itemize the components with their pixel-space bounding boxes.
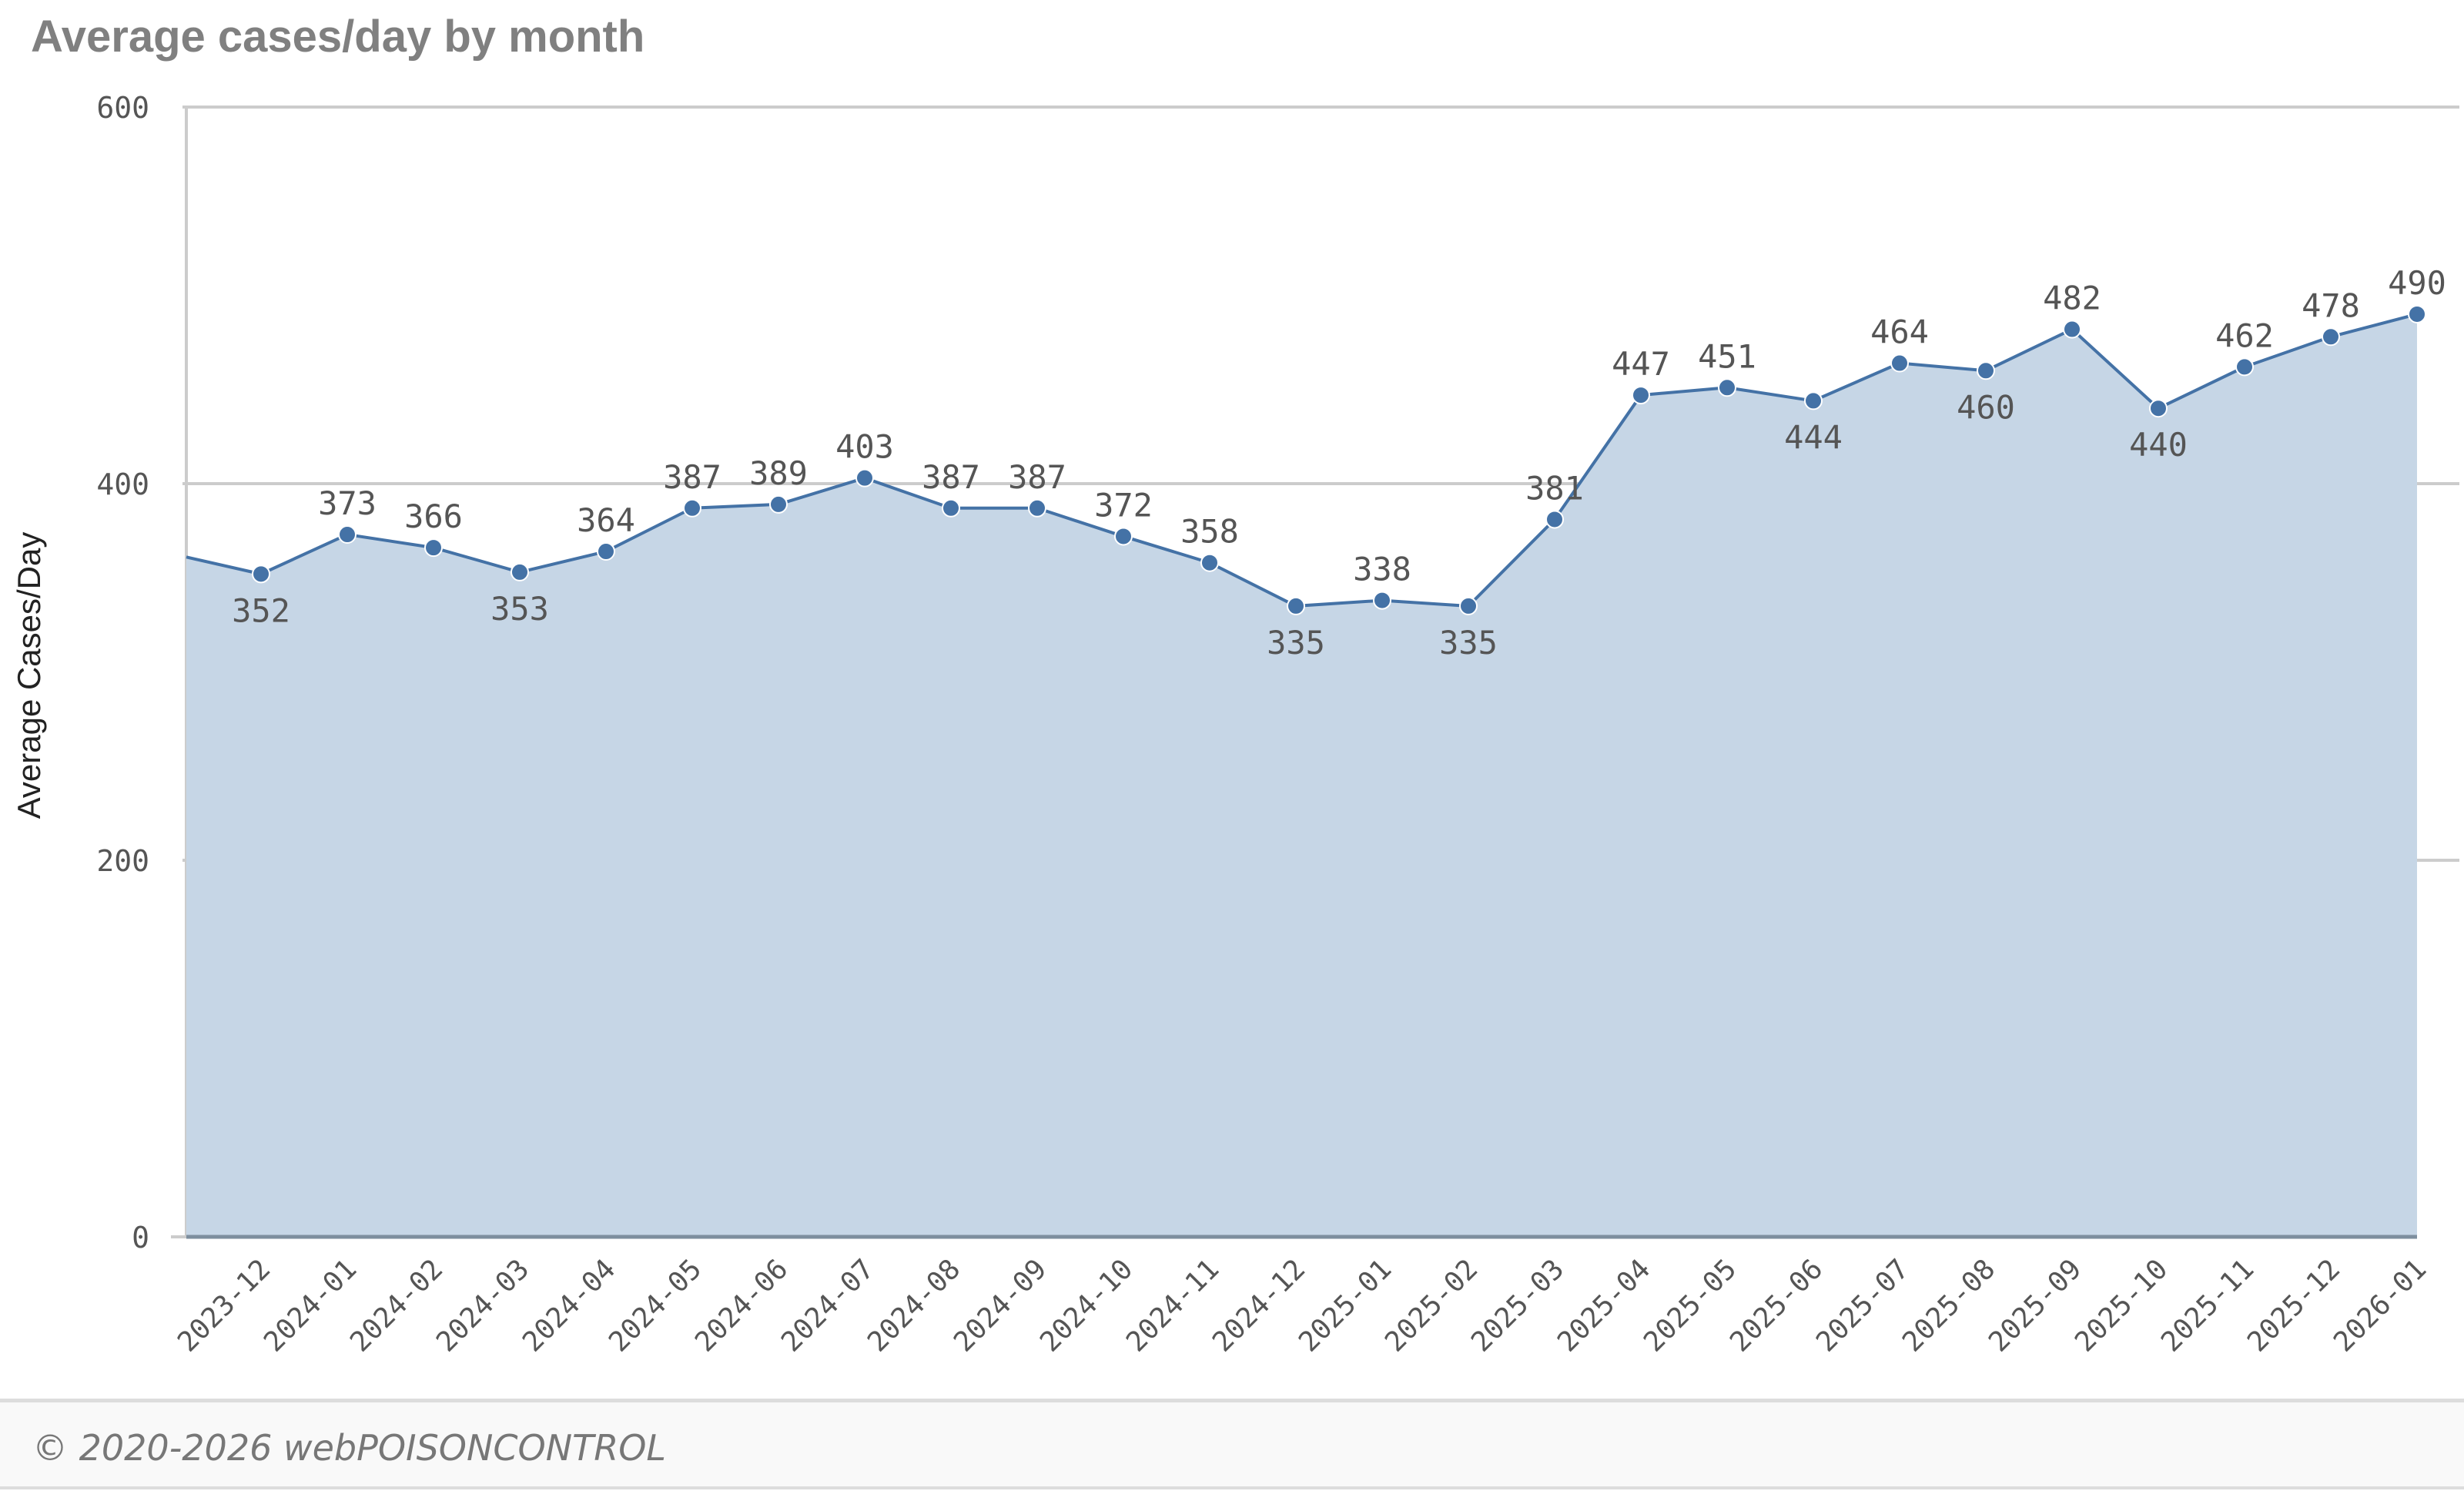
data-label: 447 — [1612, 345, 1670, 383]
data-point — [1890, 353, 1909, 373]
y-tick-label: 200 — [96, 844, 149, 878]
data-point — [1459, 596, 1478, 615]
data-label: 387 — [663, 458, 721, 496]
data-label: 358 — [1180, 513, 1239, 551]
x-tick-label: 2024-06 — [689, 1253, 794, 1358]
data-point — [1373, 591, 1391, 610]
x-tick-label: 2026-01 — [2328, 1253, 2432, 1358]
x-tick-label: 2024-09 — [948, 1253, 1053, 1358]
data-point — [2408, 304, 2426, 323]
data-point — [2322, 327, 2340, 347]
data-point — [2063, 320, 2081, 339]
data-point — [1287, 596, 1305, 615]
x-tick-label: 2023-12 — [172, 1253, 276, 1358]
data-label: 462 — [2215, 317, 2274, 354]
x-tick-label: 2025-11 — [2155, 1253, 2260, 1358]
data-label: 389 — [749, 454, 808, 492]
x-tick-label: 2025-05 — [1638, 1253, 1743, 1358]
y-tick-label: 0 — [132, 1221, 149, 1255]
x-tick-label: 2025-09 — [1983, 1253, 2087, 1358]
x-tick-label: 2024-04 — [517, 1253, 621, 1358]
data-label: 338 — [1353, 551, 1411, 588]
x-tick-label: 2025-02 — [1379, 1253, 1484, 1358]
area-chart: 0 200 400 600 352 2023-12 373 2024-01 366 2024-02… — [11, 91, 2459, 1359]
data-label: 490 — [2388, 264, 2446, 302]
data-label: 353 — [490, 590, 549, 628]
data-label: 335 — [1267, 624, 1325, 662]
data-label: 387 — [1008, 458, 1066, 496]
x-tick-label: 2025-03 — [1465, 1253, 1570, 1358]
data-label: 372 — [1094, 486, 1153, 524]
data-label: 352 — [232, 591, 290, 629]
data-point — [1977, 361, 1995, 380]
data-point — [855, 468, 874, 488]
data-point — [1545, 510, 1564, 529]
x-tick-label: 2024-07 — [775, 1253, 880, 1358]
data-label: 373 — [318, 484, 377, 522]
data-point — [1804, 391, 1823, 410]
data-point — [1028, 498, 1046, 518]
data-point — [424, 538, 443, 558]
x-tick-label: 2024-05 — [603, 1253, 708, 1358]
x-tick-label: 2025-01 — [1293, 1253, 1398, 1358]
x-tick-label: 2024-12 — [1207, 1253, 1311, 1358]
data-point — [769, 494, 788, 514]
data-point — [1114, 527, 1133, 546]
data-point — [338, 525, 357, 544]
x-tick-label: 2024-11 — [1120, 1253, 1225, 1358]
data-label: 335 — [1439, 624, 1498, 662]
data-point — [1718, 378, 1736, 397]
x-tick-label: 2024-01 — [258, 1253, 363, 1358]
data-label: 364 — [577, 501, 635, 539]
x-tick-label: 2025-10 — [2069, 1253, 2174, 1358]
x-tick-label: 2025-08 — [1897, 1253, 2001, 1358]
data-label: 366 — [404, 498, 463, 535]
x-tick-label: 2024-03 — [430, 1253, 535, 1358]
data-point — [597, 542, 615, 561]
data-point — [683, 498, 701, 518]
x-tick-label: 2025-06 — [1724, 1253, 1829, 1358]
data-label: 451 — [1698, 337, 1756, 375]
x-tick-label: 2025-04 — [1552, 1253, 1656, 1358]
data-label: 478 — [2302, 286, 2360, 324]
data-label: 460 — [1957, 388, 2015, 426]
area-fill — [186, 313, 2417, 1238]
data-label: 403 — [835, 428, 894, 466]
data-label: 482 — [2043, 280, 2101, 317]
data-point — [942, 498, 960, 518]
data-point — [1200, 553, 1219, 572]
y-axis-title: Average Cases/Day — [11, 532, 47, 819]
copyright-text: © 2020-2026 webPOISONCONTROL — [32, 1427, 667, 1469]
data-point — [2149, 399, 2168, 418]
x-tick-label: 2024-02 — [344, 1253, 449, 1358]
x-tick-label: 2025-07 — [1810, 1253, 1915, 1358]
data-point — [2235, 357, 2254, 377]
data-label: 444 — [1784, 418, 1843, 456]
data-point — [1632, 386, 1650, 405]
data-point — [252, 565, 270, 584]
data-point — [511, 562, 529, 581]
x-tick-label: 2024-10 — [1034, 1253, 1139, 1358]
data-label: 440 — [2129, 426, 2188, 464]
y-tick-label: 600 — [96, 91, 149, 125]
footer: © 2020-2026 webPOISONCONTROL — [0, 1399, 2464, 1489]
data-label: 387 — [922, 458, 980, 496]
chart-title: Average cases/day by month — [31, 12, 645, 62]
x-tick-label: 2024-08 — [862, 1253, 966, 1358]
data-label: 381 — [1525, 469, 1584, 507]
x-tick-label: 2025-12 — [2241, 1253, 2346, 1358]
data-label: 464 — [1870, 313, 1929, 351]
y-tick-label: 400 — [96, 467, 149, 501]
